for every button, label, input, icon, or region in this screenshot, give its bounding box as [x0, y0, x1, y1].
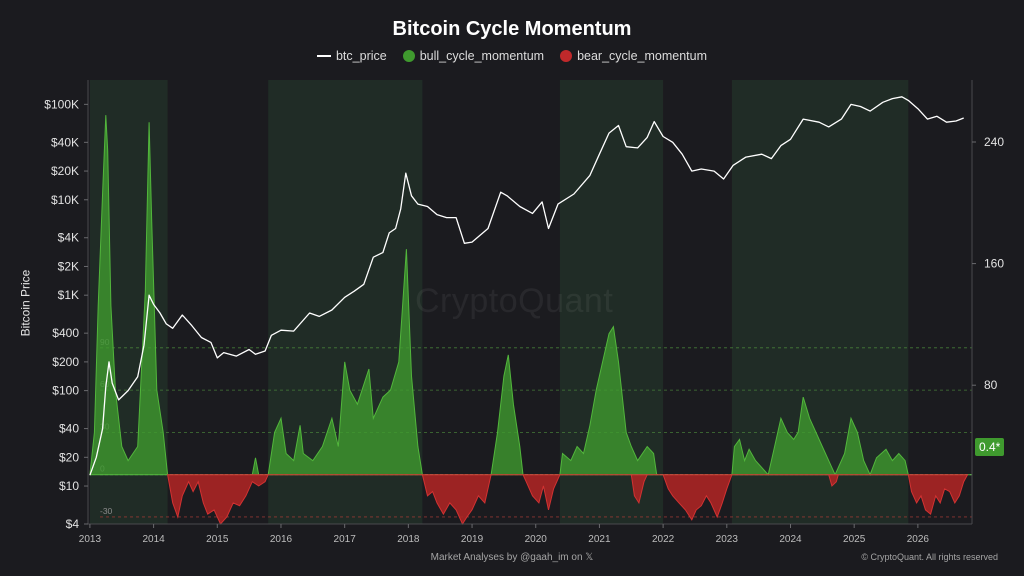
- y-tick-label: $100K: [44, 97, 79, 111]
- axes: $4 $10 $20 $40 $100 $200 $400 $1K $2K $4K $10K $20K…: [44, 80, 1004, 545]
- btc-price-line-group: [89, 96, 964, 476]
- y-tick-label: $40: [59, 422, 79, 436]
- y-tick-label: $4K: [58, 231, 79, 245]
- y-tick-label: $4: [66, 517, 80, 531]
- legend-label-btc-price: btc_price: [335, 49, 387, 63]
- right-tick-label: 80: [984, 378, 998, 392]
- right-tick-label: 240: [984, 135, 1004, 149]
- y-axis-label: Bitcoin Price: [18, 269, 33, 337]
- footer-credit: Market Analyses by @gaah_im on 𝕏: [430, 552, 594, 563]
- legend-item-bear-momentum[interactable]: bear_cycle_momentum: [560, 49, 707, 63]
- x-tick-label: 2024: [779, 534, 802, 545]
- y-tick-label: $20: [59, 450, 79, 464]
- x-tick-label: 2025: [843, 534, 866, 545]
- legend: btc_price bull_cycle_momentum bear_cycle…: [0, 49, 1024, 63]
- btc-price-line: [89, 96, 964, 476]
- x-tick-label: 2015: [206, 534, 229, 545]
- x-tick-label: 2019: [461, 534, 484, 545]
- x-tick-label: 2013: [79, 534, 102, 545]
- x-tick-label: 2016: [270, 534, 293, 545]
- y-tick-label: $10K: [51, 193, 79, 207]
- x-tick-label: 2022: [652, 534, 675, 545]
- y-tick-label: $20K: [51, 164, 79, 178]
- legend-label-bull-momentum: bull_cycle_momentum: [419, 49, 545, 63]
- momentum-level-label: -30: [100, 506, 113, 516]
- x-tick-label: 2023: [716, 534, 739, 545]
- x-tick-label: 2018: [397, 534, 420, 545]
- legend-dot-swatch: [560, 50, 573, 62]
- footer-copyright: © CryptoQuant. All rights reserved: [861, 552, 998, 562]
- legend-dot-swatch: [402, 50, 415, 62]
- y-tick-label: $1K: [58, 288, 79, 302]
- y-tick-label: $200: [52, 355, 79, 369]
- legend-item-btc-price[interactable]: btc_price: [316, 49, 387, 63]
- chart-title: Bitcoin Cycle Momentum: [392, 18, 632, 40]
- watermark-logo: CryptoQuant: [415, 282, 614, 320]
- x-tick-label: 2017: [334, 534, 357, 545]
- x-tick-label: 2020: [525, 534, 548, 545]
- y-tick-label: $100: [52, 384, 79, 398]
- right-tick-label: 160: [984, 257, 1004, 271]
- x-tick-label: 2014: [142, 534, 165, 545]
- x-tick-label: 2026: [907, 534, 930, 545]
- legend-line-swatch: [316, 55, 331, 57]
- legend-item-bull-momentum[interactable]: bull_cycle_momentum: [402, 49, 545, 63]
- x-tick-label: 2021: [588, 534, 611, 545]
- momentum-areas: [89, 115, 972, 526]
- y-tick-label: $10: [59, 479, 79, 493]
- legend-label-bear-momentum: bear_cycle_momentum: [577, 49, 707, 63]
- bear-momentum-area: [167, 474, 969, 526]
- y-tick-label: $2K: [58, 259, 79, 273]
- y-tick-label: $40K: [51, 135, 79, 149]
- current-value-badge: 0.4*: [975, 438, 1005, 456]
- bull-period-shading: [89, 80, 909, 524]
- y-tick-label: $400: [52, 326, 79, 340]
